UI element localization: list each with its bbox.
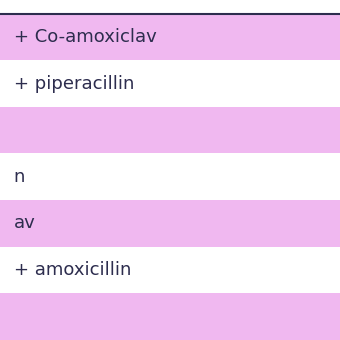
Text: + Co-amoxiclav: + Co-amoxiclav (14, 28, 156, 46)
Bar (0, 60, 340, 107)
Text: n: n (14, 168, 25, 186)
Bar (0, 200, 340, 247)
Text: + piperacillin: + piperacillin (14, 74, 134, 92)
Bar (0, 293, 340, 340)
Text: av: av (14, 215, 35, 233)
Bar (0, 107, 340, 153)
Text: + amoxicillin: + amoxicillin (14, 261, 131, 279)
Bar (0, 153, 340, 200)
Bar (0, 14, 340, 60)
Bar (0, 247, 340, 293)
